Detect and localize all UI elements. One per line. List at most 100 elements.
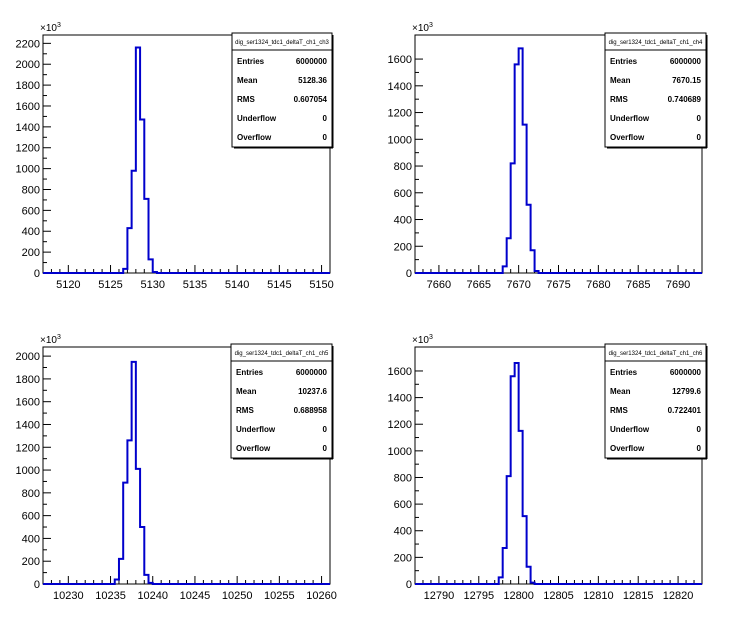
stats-label-mean: Mean xyxy=(610,76,631,85)
y-multiplier-base: ×10 xyxy=(40,335,57,346)
y-tick-label: 2000 xyxy=(16,59,40,71)
y-tick-label: 1600 xyxy=(16,397,40,409)
histogram-bin xyxy=(507,238,511,273)
stats-label-rms: RMS xyxy=(610,406,628,415)
stats-label-overflow: Overflow xyxy=(236,444,271,453)
y-tick-label: 1000 xyxy=(16,465,40,477)
y-tick-label: 400 xyxy=(394,215,412,227)
histogram-bin xyxy=(519,431,523,584)
histogram-bin xyxy=(531,250,535,273)
histogram-bin xyxy=(153,272,157,273)
stats-label-mean: Mean xyxy=(237,76,258,85)
y-multiplier-base: ×10 xyxy=(40,23,57,34)
histogram-bin xyxy=(123,483,127,584)
stats-value-entries: 6000000 xyxy=(296,57,328,66)
y-multiplier-exponent: 3 xyxy=(429,334,433,341)
x-tick-label: 7685 xyxy=(626,279,650,291)
x-tick-label: 5145 xyxy=(267,279,291,291)
histogram-bin xyxy=(523,125,527,273)
histogram-bin xyxy=(140,120,144,273)
histogram-series-line xyxy=(43,46,330,274)
y-tick-label: 1600 xyxy=(16,101,40,113)
histogram-series-line xyxy=(43,360,330,585)
y-multiplier-label: ×103 xyxy=(412,334,433,346)
y-tick-label: 400 xyxy=(22,533,40,545)
y-tick-label: 1200 xyxy=(16,143,40,155)
histogram-pad-3: 0 200 400 600 800 1000 1200 1400 1600 1800 2000 102… xyxy=(16,334,337,602)
y-tick-label: 1000 xyxy=(388,446,412,458)
y-tick-label: 400 xyxy=(22,226,40,238)
histogram-bin xyxy=(535,271,539,273)
x-tick-label: 7665 xyxy=(467,279,491,291)
x-tick-label: 5120 xyxy=(56,279,80,291)
stats-label-entries: Entries xyxy=(236,368,264,377)
histogram-bin xyxy=(149,583,153,584)
histogram-pad-2: 0 200 400 600 800 1000 1200 1400 1600 7660 7665 767… xyxy=(388,22,708,291)
stats-label-entries: Entries xyxy=(610,57,638,66)
x-tick-label: 7675 xyxy=(546,279,570,291)
stats-box xyxy=(604,32,707,148)
histogram-bin xyxy=(144,575,148,584)
stats-title: dig_ser1324_tdc1_deltaT_ch1_ch5 xyxy=(235,351,329,357)
histogram-bin xyxy=(515,64,519,273)
stats-value-entries: 6000000 xyxy=(296,368,328,377)
histogram-bin xyxy=(127,228,131,273)
stats-value-rms: 0.607054 xyxy=(294,95,328,104)
histogram-bin xyxy=(503,548,507,584)
stats-box xyxy=(230,343,333,459)
y-tick-label: 800 xyxy=(394,161,412,173)
histogram-bin xyxy=(519,48,523,273)
stats-value-overflow: 0 xyxy=(697,133,702,142)
y-multiplier-exponent: 3 xyxy=(429,22,433,29)
y-tick-label: 1200 xyxy=(388,108,412,120)
y-tick-label: 400 xyxy=(394,526,412,538)
x-tick-label: 5130 xyxy=(140,279,164,291)
y-multiplier-base: ×10 xyxy=(412,335,429,346)
stats-value-mean: 10237.6 xyxy=(298,387,327,396)
histogram-series-line xyxy=(415,361,702,585)
x-tick-label: 5125 xyxy=(98,279,122,291)
y-multiplier-exponent: 3 xyxy=(57,334,61,341)
histogram-bin xyxy=(132,171,136,273)
y-tick-label: 1400 xyxy=(16,419,40,431)
x-tick-label: 10240 xyxy=(137,590,168,602)
x-tick-label: 10250 xyxy=(222,590,253,602)
x-tick-label: 10235 xyxy=(95,590,126,602)
y-tick-label: 600 xyxy=(22,205,40,217)
x-tick-label: 12820 xyxy=(663,590,694,602)
histogram-bin xyxy=(507,476,511,584)
x-tick-label: 12815 xyxy=(623,590,654,602)
stats-label-overflow: Overflow xyxy=(237,133,272,142)
stats-label-rms: RMS xyxy=(237,95,255,104)
stats-label-entries: Entries xyxy=(610,368,638,377)
y-tick-label: 1400 xyxy=(388,81,412,93)
stats-label-overflow: Overflow xyxy=(610,444,645,453)
histogram-bin xyxy=(527,567,531,584)
y-tick-label: 1000 xyxy=(388,134,412,146)
stats-value-underflow: 0 xyxy=(323,114,328,123)
y-tick-label: 800 xyxy=(394,472,412,484)
histogram-bin xyxy=(515,363,519,584)
y-multiplier-label: ×103 xyxy=(40,334,61,346)
stats-value-rms: 0.722401 xyxy=(668,406,702,415)
stats-box xyxy=(604,343,707,459)
stats-box xyxy=(231,32,333,148)
y-tick-label: 0 xyxy=(406,268,412,280)
y-tick-label: 2000 xyxy=(16,351,40,363)
y-tick-label: 1200 xyxy=(16,442,40,454)
stats-label-underflow: Underflow xyxy=(236,425,276,434)
histogram-pad-1: 0 200 400 600 800 1000 1200 1400 1600 1800 2000 220… xyxy=(16,22,334,291)
y-tick-label: 200 xyxy=(22,247,40,259)
y-tick-label: 1400 xyxy=(388,393,412,405)
y-tick-label: 200 xyxy=(394,552,412,564)
x-tick-label: 7680 xyxy=(586,279,610,291)
histogram-bin xyxy=(115,579,119,584)
x-tick-label: 7670 xyxy=(506,279,530,291)
y-multiplier-label: ×103 xyxy=(412,22,433,34)
stats-label-rms: RMS xyxy=(236,406,254,415)
histogram-bin xyxy=(503,266,507,273)
stats-value-mean: 12799.6 xyxy=(672,387,701,396)
stats-value-overflow: 0 xyxy=(323,444,328,453)
stats-title: dig_ser1324_tdc1_deltaT_ch1_ch4 xyxy=(609,40,703,46)
